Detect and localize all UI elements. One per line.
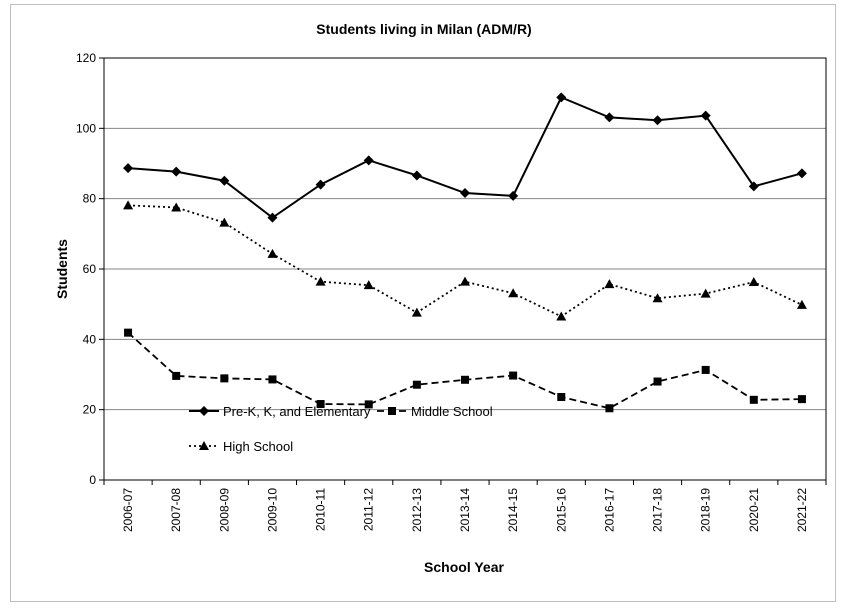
data-point	[412, 380, 421, 389]
legend-label: Middle School	[411, 404, 493, 419]
legend-label: Pre-K, K, and Elementary	[223, 404, 371, 419]
series-2	[123, 200, 807, 321]
x-tick-label: 2008-09	[217, 488, 231, 532]
x-tick-label: 2018-19	[699, 488, 713, 532]
legend-entry: Middle School	[377, 404, 493, 419]
x-axis-label: School Year	[424, 559, 504, 575]
data-point	[508, 288, 519, 298]
legend-marker	[199, 406, 209, 416]
y-axis-label: Students	[54, 239, 70, 299]
x-tick-label: 2020-21	[747, 488, 761, 532]
data-point	[604, 279, 615, 289]
x-tick-label: 2010-11	[314, 488, 328, 531]
data-point	[557, 393, 566, 402]
data-point	[700, 110, 711, 121]
data-point	[219, 217, 230, 227]
data-point	[460, 188, 470, 199]
x-tick-label: 2006-07	[121, 488, 135, 532]
data-point	[219, 175, 230, 186]
data-point	[508, 190, 519, 201]
data-point	[123, 200, 134, 210]
series-line	[127, 96, 803, 219]
y-tick-label: 40	[83, 332, 97, 346]
legend: Pre-K, K, and Elementary Middle School Hig…	[189, 404, 493, 454]
y-tick-label: 20	[83, 403, 97, 417]
x-tick-label: 2007-08	[169, 488, 183, 532]
data-point	[653, 377, 662, 386]
data-point	[363, 155, 374, 166]
x-axis-ticks: 2006-07 2007-08 2008-09 2009-10 2010-11 2011-…	[103, 480, 827, 532]
x-tick-label: 2012-13	[410, 488, 424, 532]
legend-marker	[388, 407, 396, 415]
data-point	[268, 375, 277, 384]
y-tick-label: 60	[83, 262, 97, 276]
series-1	[124, 328, 806, 413]
data-point	[652, 115, 663, 126]
x-tick-label: 2017-18	[651, 488, 665, 532]
x-tick-label: 2013-14	[458, 488, 472, 532]
legend-label: High School	[223, 439, 293, 454]
legend-marker	[199, 441, 209, 450]
data-point	[171, 202, 182, 212]
chart-frame: Students living in Milan (ADM/R) 0 20 40 60…	[10, 4, 836, 602]
data-point	[749, 395, 758, 404]
series-line	[128, 204, 803, 318]
data-point	[124, 328, 133, 337]
data-point	[460, 276, 470, 286]
x-tick-label: 2016-17	[602, 488, 616, 532]
x-tick-label: 2011-12	[362, 488, 376, 531]
x-tick-label: 2021-22	[795, 488, 809, 532]
data-point	[748, 181, 759, 192]
y-tick-label: 80	[83, 192, 97, 206]
x-tick-label: 2009-10	[265, 488, 279, 532]
data-point	[701, 365, 710, 374]
data-point	[652, 293, 663, 303]
data-point	[267, 212, 278, 223]
y-tick-label: 100	[76, 121, 96, 135]
data-point	[700, 288, 711, 298]
series-0	[123, 92, 807, 223]
y-axis-ticks: 0 20 40 60 80 100 120	[76, 51, 104, 487]
data-point	[605, 404, 614, 413]
data-point	[364, 400, 373, 409]
x-tick-label: 2015-16	[554, 488, 568, 532]
data-point	[748, 277, 759, 287]
data-point	[316, 400, 325, 409]
series-line	[127, 331, 802, 410]
data-point	[315, 179, 326, 190]
data-point	[411, 170, 422, 181]
series-group	[123, 92, 807, 413]
data-point	[220, 374, 229, 383]
data-point	[461, 375, 469, 384]
data-point	[556, 92, 567, 103]
data-point	[509, 371, 518, 380]
y-tick-label: 120	[76, 51, 96, 65]
data-point	[604, 112, 615, 123]
data-point	[171, 166, 182, 177]
legend-entry: High School	[189, 439, 293, 454]
data-point	[796, 299, 807, 309]
gridlines	[104, 127, 826, 411]
data-point	[267, 248, 278, 258]
data-point	[796, 168, 807, 179]
data-point	[363, 280, 374, 290]
y-tick-label: 0	[89, 473, 96, 487]
chart-title: Students living in Milan (ADM/R)	[316, 21, 531, 37]
data-point	[797, 395, 806, 404]
data-point	[172, 371, 181, 380]
x-tick-label: 2014-15	[506, 488, 520, 532]
data-point	[123, 163, 134, 174]
data-point	[556, 311, 567, 321]
legend-entry: Pre-K, K, and Elementary	[189, 404, 371, 419]
data-point	[315, 276, 326, 286]
data-point	[411, 307, 422, 317]
line-chart: Students living in Milan (ADM/R) 0 20 40 60…	[54, 21, 827, 575]
